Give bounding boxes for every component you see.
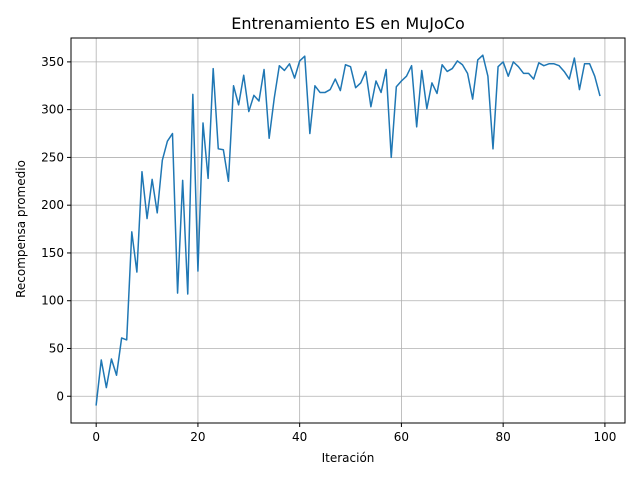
- x-tick-label: 100: [593, 430, 616, 444]
- axis-ticks: 0 20 40 60 80 100 0 50 100 150 200 250 300 350: [41, 55, 616, 444]
- x-tick-label: 80: [496, 430, 511, 444]
- plot-frame: [70, 37, 626, 424]
- x-axis-label: Iteración: [322, 451, 375, 465]
- y-axis-label: Recompensa promedio: [14, 160, 28, 298]
- y-tick-label: 50: [49, 341, 64, 355]
- series-layer: [95, 54, 601, 406]
- y-tick-label: 0: [56, 389, 64, 403]
- y-tick-label: 100: [41, 294, 64, 308]
- series-line-reward: [95, 54, 601, 406]
- x-tick-label: 40: [292, 430, 307, 444]
- x-tick-label: 60: [394, 430, 409, 444]
- y-tick-label: 200: [41, 198, 64, 212]
- grid-lines: [71, 38, 625, 423]
- x-tick-label: 20: [190, 430, 205, 444]
- y-tick-label: 300: [41, 103, 64, 117]
- x-tick-label: 0: [92, 430, 100, 444]
- y-tick-label: 350: [41, 55, 64, 69]
- y-tick-label: 250: [41, 150, 64, 164]
- chart-title: Entrenamiento ES en MuJoCo: [231, 14, 465, 33]
- y-tick-label: 150: [41, 246, 64, 260]
